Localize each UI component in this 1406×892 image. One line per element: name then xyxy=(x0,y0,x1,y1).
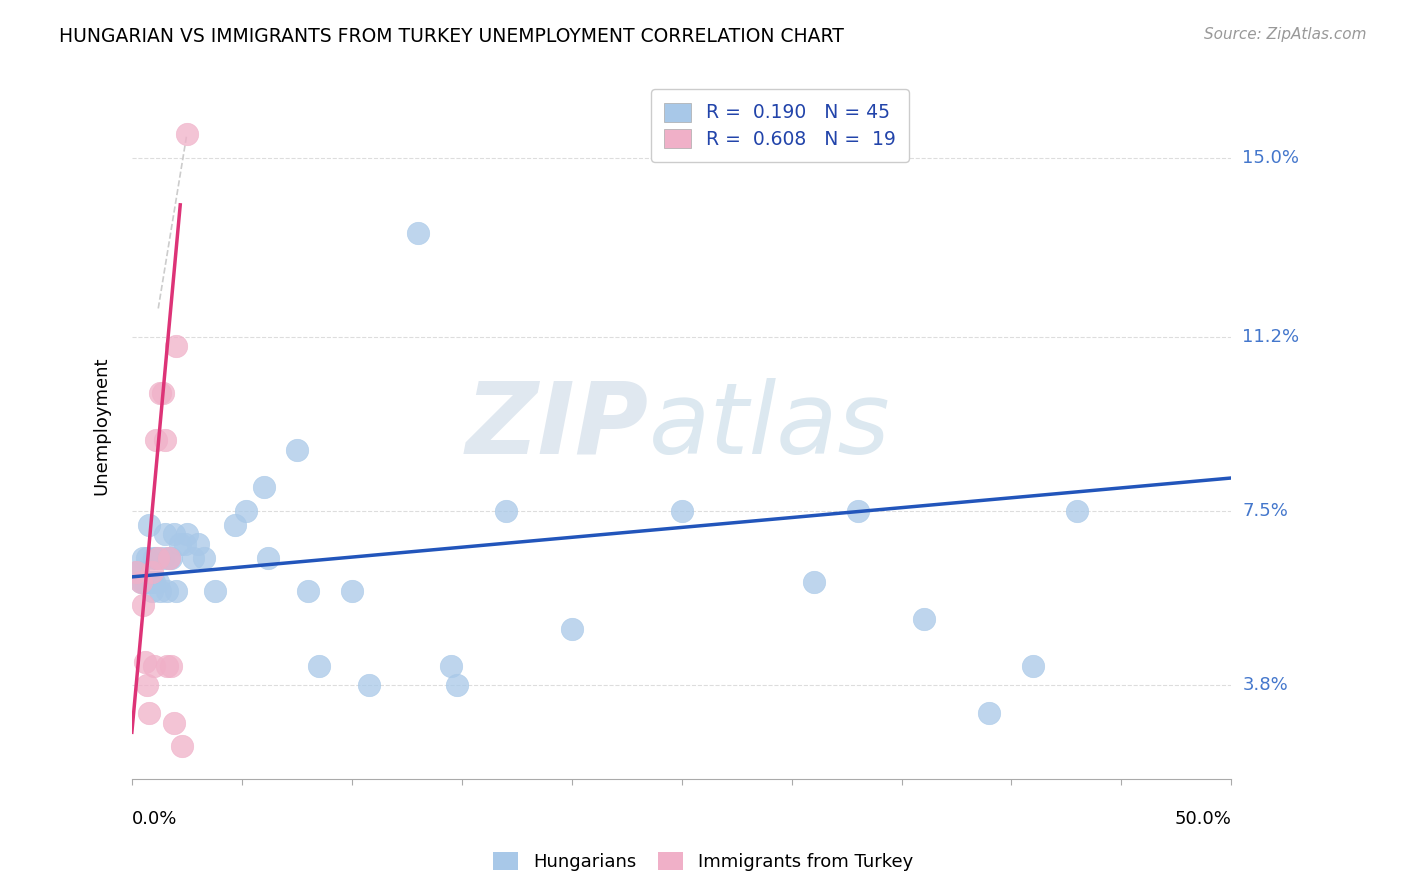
Point xyxy=(132,598,155,612)
Point xyxy=(136,574,159,589)
Point xyxy=(979,706,1001,721)
Point xyxy=(142,551,165,566)
Point xyxy=(235,504,257,518)
Point xyxy=(297,584,319,599)
Point xyxy=(446,678,468,692)
Text: 15.0%: 15.0% xyxy=(1243,149,1299,167)
Y-axis label: Unemployment: Unemployment xyxy=(93,357,110,495)
Point xyxy=(257,551,280,566)
Point xyxy=(132,551,155,566)
Point xyxy=(156,584,179,599)
Point xyxy=(125,565,148,579)
Point xyxy=(162,527,184,541)
Point xyxy=(141,574,163,589)
Point xyxy=(1022,659,1045,673)
Point xyxy=(157,551,180,566)
Point xyxy=(157,551,180,566)
Point xyxy=(285,442,308,457)
Point xyxy=(187,537,209,551)
Text: Source: ZipAtlas.com: Source: ZipAtlas.com xyxy=(1204,27,1367,42)
Point xyxy=(138,574,160,589)
Point xyxy=(1066,504,1088,518)
Point xyxy=(308,659,330,673)
Point xyxy=(172,739,194,754)
Point xyxy=(152,551,174,566)
Text: 11.2%: 11.2% xyxy=(1243,327,1299,346)
Text: 0.0%: 0.0% xyxy=(132,810,177,828)
Point xyxy=(142,574,165,589)
Point xyxy=(912,612,935,626)
Point xyxy=(148,574,170,589)
Point xyxy=(495,504,517,518)
Text: 50.0%: 50.0% xyxy=(1174,810,1232,828)
Point xyxy=(127,565,149,579)
Text: 7.5%: 7.5% xyxy=(1243,502,1288,520)
Point xyxy=(253,480,276,494)
Text: 3.8%: 3.8% xyxy=(1243,676,1288,694)
Point xyxy=(173,537,195,551)
Point xyxy=(145,434,167,448)
Point xyxy=(561,622,583,636)
Point xyxy=(176,127,198,141)
Point xyxy=(153,434,176,448)
Point xyxy=(156,659,179,673)
Point xyxy=(138,706,160,721)
Point xyxy=(138,518,160,533)
Point xyxy=(149,584,172,599)
Point xyxy=(136,551,159,566)
Point xyxy=(129,574,152,589)
Point xyxy=(440,659,463,673)
Point xyxy=(165,339,187,353)
Point xyxy=(149,386,172,401)
Point xyxy=(141,565,163,579)
Point xyxy=(169,537,191,551)
Point xyxy=(125,565,148,579)
Legend: R =  0.190   N = 45, R =  0.608   N =  19: R = 0.190 N = 45, R = 0.608 N = 19 xyxy=(651,89,908,162)
Point xyxy=(224,518,246,533)
Point xyxy=(406,226,429,240)
Point xyxy=(141,584,163,599)
Point xyxy=(160,659,183,673)
Point xyxy=(165,584,187,599)
Point xyxy=(132,574,155,589)
Point xyxy=(183,551,205,566)
Point xyxy=(162,715,184,730)
Point xyxy=(153,527,176,541)
Point xyxy=(803,574,825,589)
Point xyxy=(359,678,381,692)
Point xyxy=(134,655,156,669)
Point xyxy=(129,574,152,589)
Point xyxy=(176,527,198,541)
Point xyxy=(148,551,170,566)
Point xyxy=(671,504,693,518)
Point xyxy=(134,574,156,589)
Point xyxy=(136,678,159,692)
Point xyxy=(340,584,363,599)
Point xyxy=(193,551,215,566)
Point xyxy=(204,584,226,599)
Point xyxy=(846,504,869,518)
Point xyxy=(145,551,167,566)
Point xyxy=(152,386,174,401)
Text: atlas: atlas xyxy=(648,377,890,475)
Text: ZIP: ZIP xyxy=(465,377,648,475)
Text: HUNGARIAN VS IMMIGRANTS FROM TURKEY UNEMPLOYMENT CORRELATION CHART: HUNGARIAN VS IMMIGRANTS FROM TURKEY UNEM… xyxy=(59,27,844,45)
Legend: Hungarians, Immigrants from Turkey: Hungarians, Immigrants from Turkey xyxy=(486,846,920,879)
Point xyxy=(160,551,183,566)
Point xyxy=(142,659,165,673)
